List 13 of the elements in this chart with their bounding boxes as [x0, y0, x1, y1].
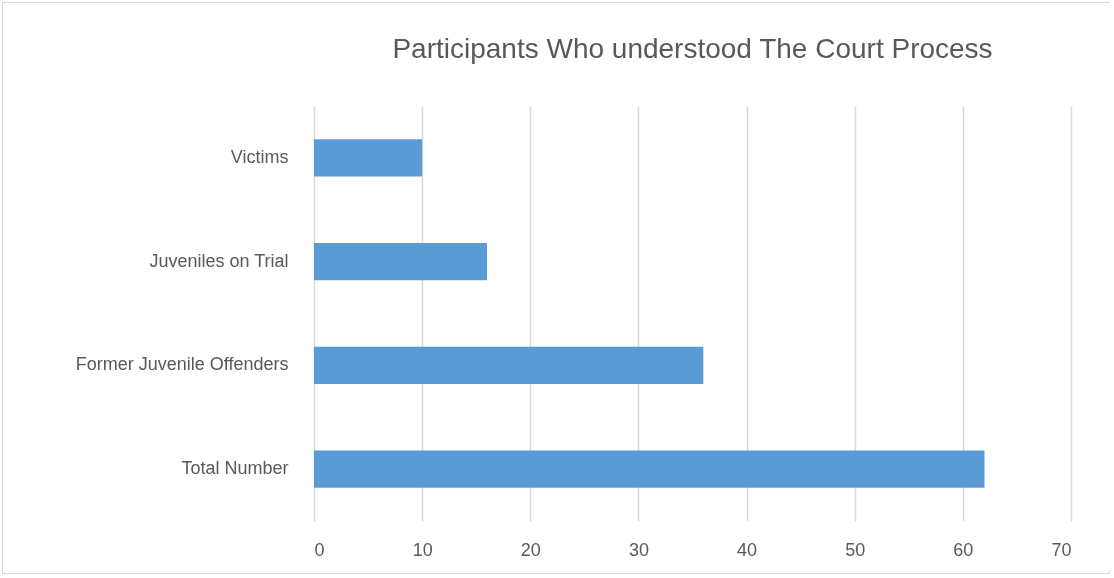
x-tick-label: 0 — [314, 539, 325, 560]
x-tick-label: 70 — [1051, 539, 1072, 560]
chart-title: Participants Who understood The Court Process — [392, 33, 993, 64]
x-tick-label: 10 — [412, 539, 433, 560]
y-tick-label: Former Juvenile Offenders — [75, 354, 289, 375]
x-tick-label: 30 — [628, 539, 649, 560]
y-tick-label: Juveniles on Trial — [149, 250, 289, 271]
x-tick-label: 50 — [845, 539, 866, 560]
y-tick-label: Total Number — [181, 458, 289, 479]
x-tick-label: 20 — [520, 539, 541, 560]
y-tick-label: Victims — [230, 146, 289, 167]
x-tick-label: 60 — [953, 539, 974, 560]
x-tick-label: 40 — [737, 539, 758, 560]
